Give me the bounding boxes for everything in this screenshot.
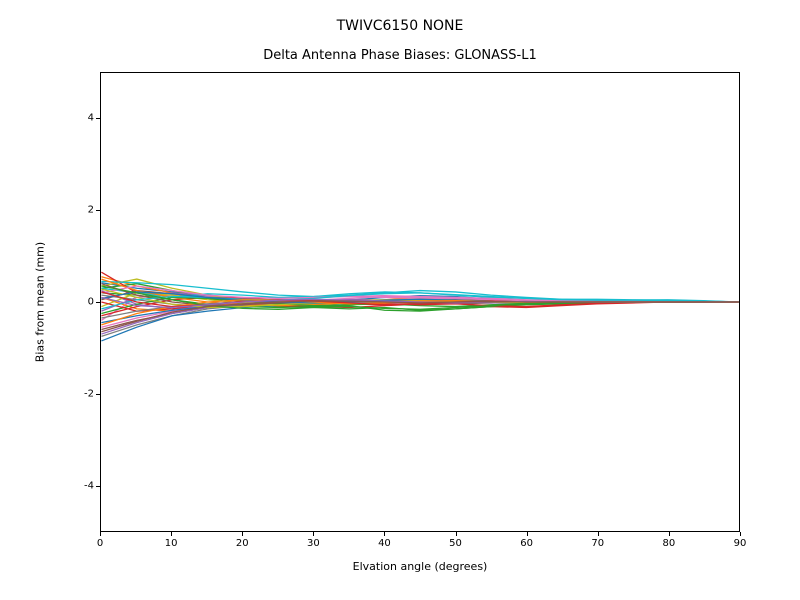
x-tick-label: 20 — [236, 538, 249, 549]
x-axis-label: Elvation angle (degrees) — [100, 560, 740, 573]
x-tick-mark — [384, 532, 385, 536]
axes-title: Delta Antenna Phase Biases: GLONASS-L1 — [0, 48, 800, 63]
x-tick-mark — [527, 532, 528, 536]
x-tick-label: 30 — [307, 538, 320, 549]
x-tick-label: 60 — [520, 538, 533, 549]
x-tick-label: 0 — [97, 538, 103, 549]
figure-suptitle: TWIVC6150 NONE — [0, 18, 800, 34]
x-tick-label: 50 — [449, 538, 462, 549]
y-tick-mark — [96, 394, 100, 395]
x-tick-mark — [100, 532, 101, 536]
x-tick-label: 10 — [165, 538, 178, 549]
x-tick-mark — [669, 532, 670, 536]
x-tick-label: 90 — [734, 538, 747, 549]
y-tick-label: -2 — [72, 389, 94, 400]
x-tick-mark — [242, 532, 243, 536]
x-tick-mark — [598, 532, 599, 536]
y-tick-mark — [96, 118, 100, 119]
x-tick-label: 80 — [663, 538, 676, 549]
y-tick-label: 4 — [72, 113, 94, 124]
y-tick-mark — [96, 210, 100, 211]
x-tick-mark — [456, 532, 457, 536]
x-tick-mark — [740, 532, 741, 536]
x-tick-label: 70 — [591, 538, 604, 549]
y-tick-label: -4 — [72, 481, 94, 492]
y-tick-label: 0 — [72, 297, 94, 308]
y-axis-label: Bias from mean (mm) — [34, 242, 47, 362]
plot-area — [100, 72, 740, 532]
y-tick-mark — [96, 302, 100, 303]
y-tick-label: 2 — [72, 205, 94, 216]
x-tick-mark — [313, 532, 314, 536]
x-tick-label: 40 — [378, 538, 391, 549]
line-series-svg — [101, 73, 739, 531]
y-tick-mark — [96, 486, 100, 487]
x-tick-mark — [171, 532, 172, 536]
